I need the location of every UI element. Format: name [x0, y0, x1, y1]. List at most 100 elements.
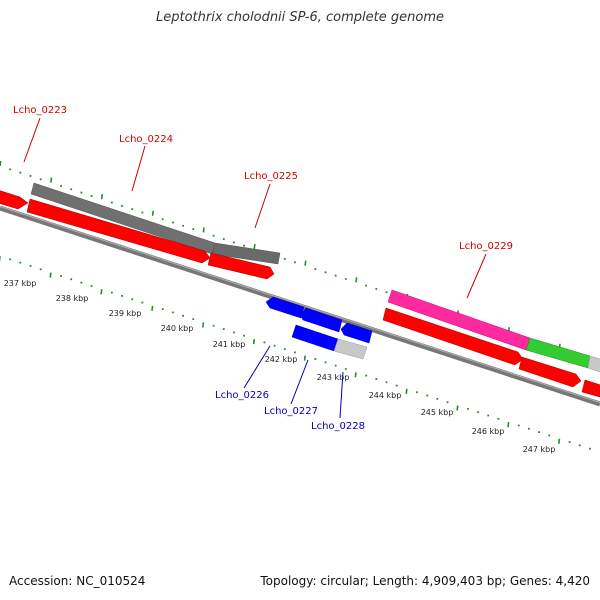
ruler-dot — [527, 427, 530, 430]
ruler-dot — [344, 368, 347, 370]
map-title: Leptothrix cholodnii SP-6, complete geno… — [156, 10, 444, 25]
label-lcho-0224[interactable]: Lcho_0224 — [119, 134, 173, 145]
ruler-tick — [252, 338, 256, 345]
ruler-label: 244 kbp — [369, 391, 402, 400]
ruler-dot — [416, 391, 418, 394]
ruler-tick — [202, 322, 205, 328]
label-lcho-0227[interactable]: Lcho_0227 — [264, 406, 318, 417]
ruler-dot — [334, 364, 337, 367]
ruler-dot — [233, 331, 235, 334]
gene-lcho-0226c[interactable] — [340, 322, 373, 344]
ruler-dot — [344, 278, 347, 280]
gene-lcho-0226[interactable] — [265, 296, 305, 319]
ruler-tick — [558, 438, 561, 444]
ruler-dot — [192, 228, 195, 231]
leader-lcho-0227 — [290, 359, 309, 405]
ruler-dot — [365, 374, 368, 377]
ruler-dot — [487, 414, 490, 417]
ruler-dot — [324, 361, 327, 364]
ruler-label: 238 kbp — [56, 294, 89, 303]
ruler-dot — [375, 378, 378, 380]
ruler-dot — [80, 281, 83, 284]
ruler-tick — [50, 177, 53, 183]
ruler-tick — [49, 272, 52, 278]
ruler-dot — [121, 294, 123, 297]
ruler-dot — [426, 394, 429, 397]
label-lcho-0226[interactable]: Lcho_0226 — [215, 390, 269, 401]
ruler-dot — [29, 175, 32, 177]
ruler-dot — [497, 417, 500, 420]
ruler-dot — [334, 274, 337, 277]
ruler-dot — [131, 208, 134, 211]
ruler-dot — [222, 238, 225, 240]
ruler-tick — [151, 305, 154, 311]
ruler-label: 243 kbp — [317, 373, 350, 382]
ruler-label: 239 kbp — [109, 309, 142, 318]
ruler-dot — [131, 298, 134, 301]
ruler-labels: 237 kbp 238 kbp 239 kbp 240 kbp 241 kbp … — [4, 279, 556, 454]
ruler-dot — [19, 261, 22, 264]
ruler-dot — [385, 291, 388, 294]
ruler-dot — [314, 268, 317, 270]
ruler-dot — [29, 265, 32, 267]
ruler-dot — [19, 171, 22, 174]
label-lcho-0228[interactable]: Lcho_0228 — [311, 421, 365, 432]
ruler-dot — [385, 381, 388, 384]
gene-lcho-0231-lower[interactable] — [581, 379, 600, 399]
gene-lcho-0225-lower[interactable] — [207, 252, 275, 280]
inner-ruler — [0, 256, 591, 450]
ruler-dot — [70, 188, 73, 191]
ruler-dot — [283, 258, 286, 260]
ruler-dot — [110, 291, 113, 294]
ruler-dot — [517, 424, 520, 427]
ruler-dot — [182, 224, 184, 227]
leader-lcho-0225 — [254, 183, 271, 229]
ruler-tick — [100, 289, 103, 295]
gene-lcho-0223[interactable] — [26, 198, 211, 264]
ruler-dot — [548, 434, 551, 437]
gene-lcho-0226b[interactable] — [299, 307, 343, 333]
gene-lcho-0225[interactable] — [211, 242, 281, 265]
ruler-tick — [507, 422, 510, 428]
ruler-tick — [100, 194, 104, 200]
gene-lcho-0229-lower[interactable] — [382, 307, 524, 366]
ruler-dot — [80, 191, 83, 194]
ruler-dot — [375, 288, 378, 290]
ruler-dot — [243, 334, 246, 337]
ruler-dot — [222, 328, 225, 330]
ruler-tick — [456, 405, 459, 411]
ruler-dot — [365, 284, 368, 287]
ruler-dot — [283, 348, 286, 350]
ruler-dot — [578, 444, 581, 447]
ruler-dot — [589, 447, 591, 450]
ruler-dot — [90, 195, 93, 197]
ruler-dot — [9, 168, 12, 171]
ruler-label: 241 kbp — [213, 340, 246, 349]
label-lcho-0223[interactable]: Lcho_0223 — [13, 105, 67, 116]
ruler-dot — [161, 308, 164, 311]
ruler-dot — [477, 411, 479, 414]
ruler-dot — [324, 271, 327, 274]
ruler-dot — [395, 384, 398, 387]
genome-summary-text: Topology: circular; Length: 4,909,403 bp… — [260, 574, 590, 588]
ruler-dot — [192, 318, 195, 321]
ruler-dot — [182, 314, 184, 317]
ruler-dot — [60, 185, 62, 187]
ruler-dot — [273, 344, 276, 347]
ruler-tick — [405, 388, 408, 394]
gene-lcho-0231[interactable] — [587, 355, 600, 374]
ruler-label: 246 kbp — [472, 427, 505, 436]
label-lcho-0225[interactable]: Lcho_0225 — [244, 171, 298, 182]
leader-lcho-0229 — [466, 253, 487, 299]
ruler-tick — [202, 227, 205, 233]
gene-lcho-0223-upper[interactable] — [0, 190, 29, 210]
ruler-label: 245 kbp — [421, 408, 454, 417]
accession-text: Accession: NC_010524 — [9, 574, 146, 588]
gene-lcho-0230-lower[interactable] — [518, 356, 582, 388]
gene-lcho-0228[interactable] — [333, 338, 368, 360]
label-lcho-0229[interactable]: Lcho_0229 — [459, 241, 513, 252]
ruler-dot — [9, 258, 12, 261]
ruler-tick — [253, 243, 256, 250]
ruler-tick — [304, 260, 307, 266]
ruler-dot — [436, 397, 439, 400]
